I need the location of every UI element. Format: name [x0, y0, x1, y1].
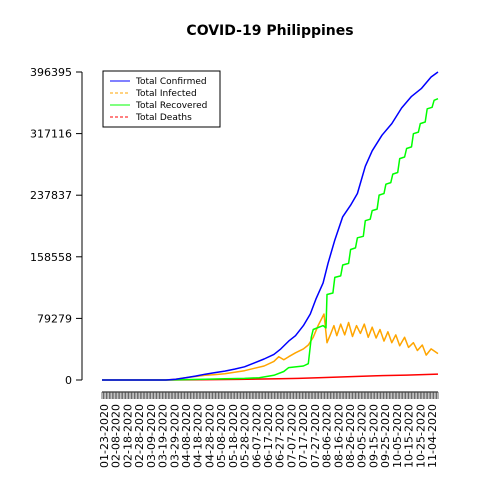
y-tick-label: 79279: [37, 312, 72, 325]
x-tick-label: 03-09-2020: [145, 404, 158, 468]
legend-box: [102, 70, 221, 128]
x-tick-label: 04-08-2020: [180, 404, 193, 468]
x-tick-label: 11-04-2020: [426, 404, 439, 468]
x-tick-label: 06-17-2020: [262, 404, 275, 468]
x-tick-label: 02-28-2020: [133, 404, 146, 468]
x-tick-label: 08-26-2020: [344, 404, 357, 468]
x-tick-label: 07-07-2020: [285, 404, 298, 468]
x-tick-label: 09-05-2020: [356, 404, 369, 468]
x-tick-label: 06-27-2020: [274, 404, 287, 468]
x-tick-label: 05-28-2020: [239, 404, 252, 468]
y-tick-label: 0: [65, 374, 72, 387]
x-tick-label: 10-15-2020: [403, 404, 416, 468]
x-tick-label: 08-06-2020: [321, 404, 334, 468]
x-tick-label: 07-27-2020: [309, 404, 322, 468]
x-tick-label: 01-23-2020: [98, 404, 111, 468]
series-line-total-recovered: [102, 98, 439, 381]
y-tick-label: 237837: [30, 189, 72, 202]
x-tick-label: 07-17-2020: [297, 404, 310, 468]
series-line-total-confirmed: [102, 71, 439, 381]
x-tick-label: 08-16-2020: [332, 404, 345, 468]
chart-title: COVID-19 Philippines: [186, 23, 353, 39]
x-tick-label: 05-08-2020: [215, 404, 228, 468]
x-tick-label: 09-15-2020: [367, 404, 380, 468]
x-tick-label: 10-25-2020: [414, 404, 427, 468]
y-tick-label: 396395: [30, 66, 72, 79]
legend-label: Total Recovered: [135, 101, 207, 111]
y-tick-label: 317116: [30, 128, 72, 141]
x-tick-label: 09-25-2020: [379, 404, 392, 468]
legend-label: Total Confirmed: [135, 77, 207, 87]
x-tick-label: 10-05-2020: [391, 404, 404, 468]
x-axis: 01-23-202002-08-202002-18-202002-28-2020…: [98, 391, 439, 468]
y-axis: 0 79279 158558 237837 317116 396395: [30, 66, 83, 387]
x-tick-label: 04-18-2020: [192, 404, 205, 468]
legend: Total Confirmed Total Infected Total Recov…: [102, 70, 221, 128]
x-tick-label: 03-29-2020: [168, 404, 181, 468]
x-tick-label: 02-18-2020: [121, 404, 134, 468]
x-tick-label: 03-19-2020: [157, 404, 170, 468]
legend-label: Total Infected: [135, 89, 197, 99]
series-line-total-deaths: [102, 373, 439, 381]
y-tick-label: 158558: [30, 251, 72, 264]
series-layer: [102, 71, 439, 381]
x-tick-label: 02-08-2020: [110, 404, 123, 468]
x-tick-label: 05-18-2020: [227, 404, 240, 468]
legend-label: Total Deaths: [135, 113, 192, 123]
x-tick-label: 06-07-2020: [250, 404, 263, 468]
x-tick-label: 04-28-2020: [203, 404, 216, 468]
series-line-total-infected: [102, 313, 439, 381]
